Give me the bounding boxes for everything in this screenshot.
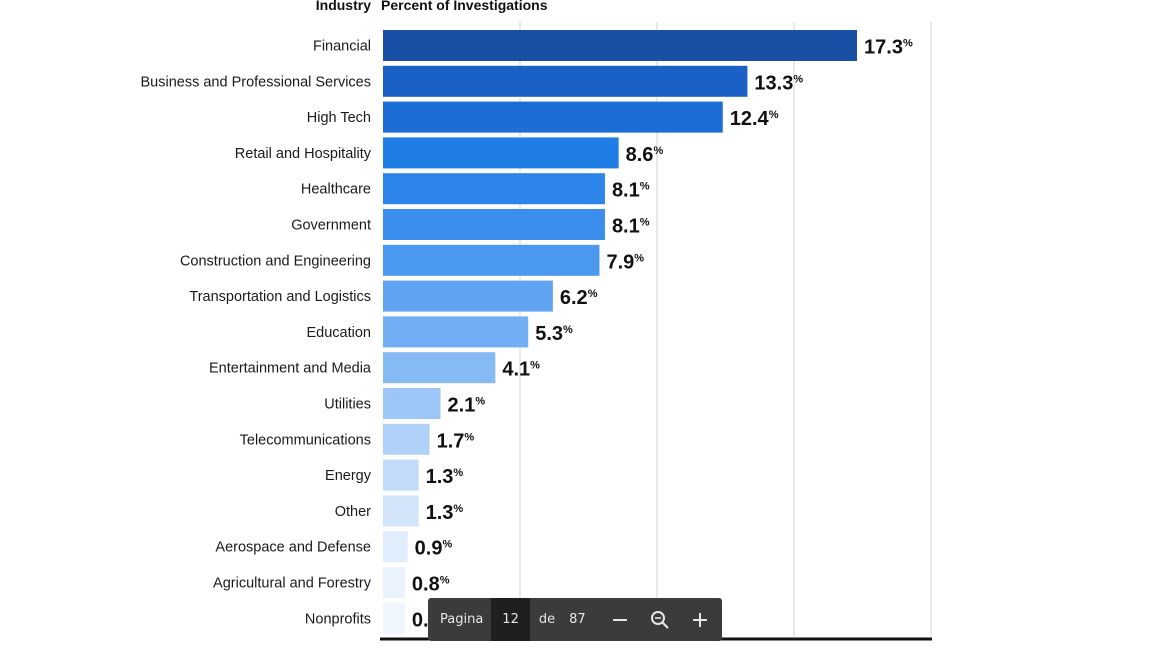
bar <box>383 602 405 634</box>
value-label: 17.3% <box>864 37 913 59</box>
category-label: Financial <box>313 39 371 55</box>
bar <box>383 30 858 61</box>
category-label: Education <box>307 325 372 341</box>
category-label: Aerospace and Defense <box>215 540 371 556</box>
of-label: de <box>538 612 556 627</box>
page-label: Pagina <box>440 612 484 627</box>
bar <box>383 531 408 563</box>
category-labels: Financial Business and Professional Servi… <box>140 39 371 628</box>
value-label: 1.7% <box>437 430 475 452</box>
bar <box>383 423 430 455</box>
category-label: Energy <box>325 468 372 484</box>
category-label: Healthcare <box>301 182 371 198</box>
value-label: 1.3% <box>426 502 464 524</box>
bar <box>383 137 619 169</box>
value-label: 8.1% <box>612 180 650 202</box>
category-label: Construction and Engineering <box>180 253 371 269</box>
bar <box>383 65 748 97</box>
bar <box>383 495 419 527</box>
category-label: Transportation and Logistics <box>189 289 371 305</box>
category-label: High Tech <box>307 110 371 126</box>
value-label: 0.8% <box>412 574 450 596</box>
value-label: 13.3% <box>754 72 803 94</box>
category-label: Agricultural and Forestry <box>213 576 372 592</box>
value-label: 2.1% <box>448 395 486 417</box>
category-label: Retail and Hospitality <box>235 146 372 162</box>
category-header: Industry <box>316 0 371 13</box>
bars <box>383 30 858 634</box>
bar <box>383 316 529 348</box>
category-label: Telecommunications <box>240 432 371 448</box>
value-label: 12.4% <box>730 108 779 130</box>
bar <box>383 173 605 205</box>
category-label: Nonprofits <box>305 611 371 627</box>
value-label: 6.2% <box>560 287 598 309</box>
page-number-input[interactable]: 12 <box>491 598 530 641</box>
value-label: 8.1% <box>612 216 650 238</box>
value-label: 7.9% <box>606 251 644 273</box>
category-label: Other <box>335 504 371 520</box>
plus-icon <box>692 612 707 627</box>
zoom-in-button[interactable] <box>680 598 720 641</box>
value-label: 5.3% <box>535 323 573 345</box>
value-label: 8.6% <box>626 144 664 166</box>
value-label: 0.9% <box>415 538 453 560</box>
minus-icon <box>612 618 627 621</box>
value-header: Percent of Investigations <box>381 0 548 13</box>
magnifier-icon <box>650 610 669 629</box>
value-label: 1.3% <box>426 466 464 488</box>
pdf-viewer-toolbar: Pagina 12 de 87 <box>428 598 722 641</box>
category-label: Business and Professional Services <box>140 74 371 90</box>
category-label: Utilities <box>324 397 371 413</box>
category-label: Entertainment and Media <box>209 361 372 377</box>
bar <box>383 101 723 133</box>
zoom-button[interactable] <box>640 598 680 641</box>
bar <box>383 244 600 276</box>
value-label: 4.1% <box>502 359 540 381</box>
category-label: Government <box>291 218 371 234</box>
bar <box>383 209 605 240</box>
zoom-out-button[interactable] <box>600 598 640 641</box>
bar <box>383 352 496 384</box>
bar <box>383 567 405 598</box>
total-pages: 87 <box>569 612 586 627</box>
bar <box>383 280 553 312</box>
bar <box>383 388 441 419</box>
bar <box>383 459 419 491</box>
